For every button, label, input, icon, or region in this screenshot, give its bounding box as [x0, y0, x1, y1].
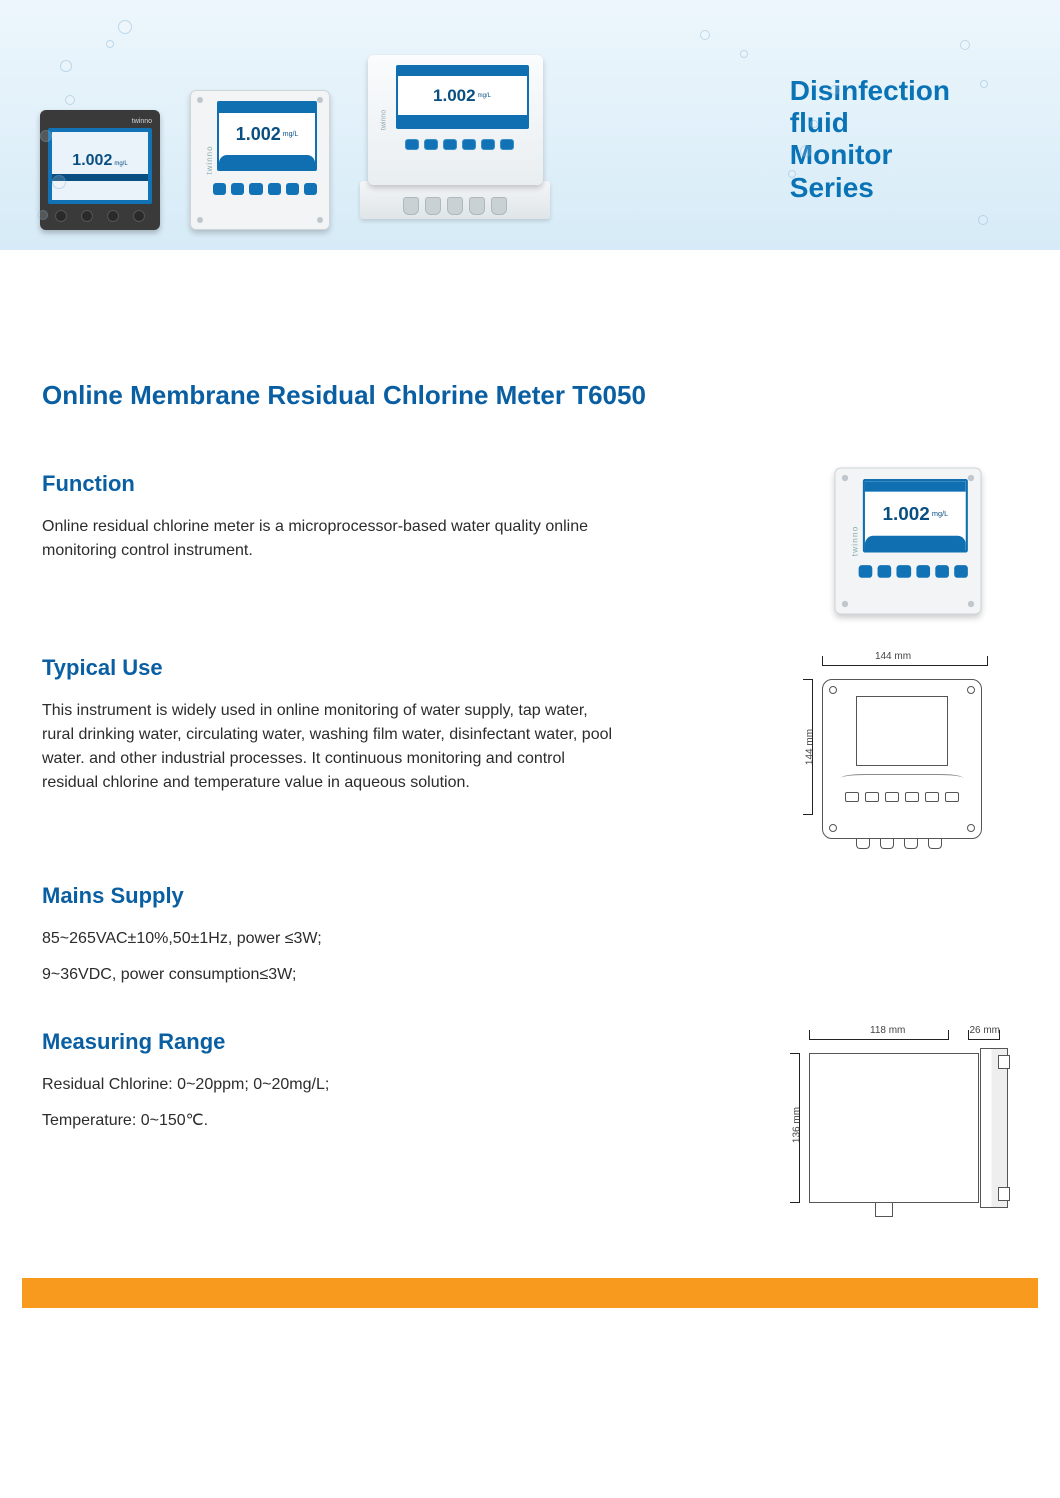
section-heading-measuring-range: Measuring Range — [42, 1029, 329, 1055]
reading-value: 1.002 — [882, 503, 929, 525]
water-bubble-icon — [810, 120, 818, 128]
reading-value: 1.002 — [72, 152, 112, 169]
product-title: Online Membrane Residual Chlorine Meter … — [42, 380, 1018, 411]
water-bubble-icon — [60, 60, 72, 72]
reading-value: 1.002 — [433, 86, 476, 106]
dim-height-label: 144 mm — [805, 729, 816, 765]
section-heading-function: Function — [42, 471, 622, 497]
water-bubble-icon — [700, 30, 710, 40]
dim-depth-label: 26 mm — [969, 1025, 1000, 1036]
reading-unit: mg/L — [283, 131, 299, 138]
section-heading-mains-supply: Mains Supply — [42, 883, 322, 909]
product-thumbnail: twinno 1.002mg/L — [835, 468, 982, 615]
device-image-white: twinno 1.002mg/L — [190, 90, 330, 230]
hero-title-line: Disinfection — [790, 75, 950, 107]
dimension-drawing-front: 144 mm 144 mm — [798, 655, 988, 839]
water-bubble-icon — [38, 210, 48, 220]
typical-use-body: This instrument is widely used in online… — [42, 699, 622, 795]
water-bubble-icon — [788, 170, 796, 178]
dimension-drawing-side: 118 mm 26 mm 136 mm — [785, 1029, 1000, 1203]
device-image-wallmount: twinno 1.002mg/L — [360, 55, 550, 230]
measuring-range-line2: Temperature: 0~150℃. — [42, 1109, 329, 1133]
water-bubble-icon — [800, 145, 812, 157]
water-bubble-icon — [52, 175, 66, 189]
water-bubble-icon — [106, 40, 114, 48]
function-body: Online residual chlorine meter is a micr… — [42, 515, 622, 563]
water-bubble-icon — [960, 40, 970, 50]
dim-height-label: 136 mm — [792, 1107, 803, 1143]
hero-title-line: Monitor — [790, 139, 950, 171]
brand-label: twinno — [380, 110, 387, 130]
brand-label: twinno — [205, 145, 214, 174]
footer-accent-bar — [22, 1278, 1038, 1308]
water-bubble-icon — [978, 215, 988, 225]
reading-unit: mg/L — [114, 161, 127, 167]
hero-title-line: Series — [790, 172, 950, 204]
reading-value: 1.002 — [236, 124, 281, 145]
device-screen: 1.002mg/L — [396, 65, 529, 129]
device-screen: 1.002mg/L — [217, 101, 317, 171]
mains-supply-line2: 9~36VDC, power consumption≤3W; — [42, 963, 322, 987]
reading-unit: mg/L — [478, 93, 491, 99]
water-bubble-icon — [65, 95, 75, 105]
dim-width-label: 144 mm — [875, 651, 911, 662]
water-bubble-icon — [740, 50, 748, 58]
device-image-dark: twinno 1.002mg/L — [40, 110, 160, 230]
content-area: Online Membrane Residual Chlorine Meter … — [0, 250, 1060, 1203]
dim-width-label: 118 mm — [870, 1025, 905, 1036]
brand-label: twinno — [48, 118, 152, 125]
reading-unit: mg/L — [932, 510, 948, 517]
brand-label: twinno — [850, 526, 859, 557]
hero-devices: twinno 1.002mg/L twinno 1.002mg/L twinno — [40, 40, 550, 230]
water-bubble-icon — [40, 130, 52, 142]
hero-banner: twinno 1.002mg/L twinno 1.002mg/L twinno — [0, 0, 1060, 250]
water-bubble-icon — [118, 20, 132, 34]
hero-title: Disinfection fluid Monitor Series — [790, 75, 950, 204]
section-heading-typical-use: Typical Use — [42, 655, 622, 681]
device-screen: 1.002mg/L — [48, 128, 152, 204]
measuring-range-line1: Residual Chlorine: 0~20ppm; 0~20mg/L; — [42, 1073, 329, 1097]
water-bubble-icon — [830, 85, 840, 95]
mains-supply-line1: 85~265VAC±10%,50±1Hz, power ≤3W; — [42, 927, 322, 951]
water-bubble-icon — [980, 80, 988, 88]
